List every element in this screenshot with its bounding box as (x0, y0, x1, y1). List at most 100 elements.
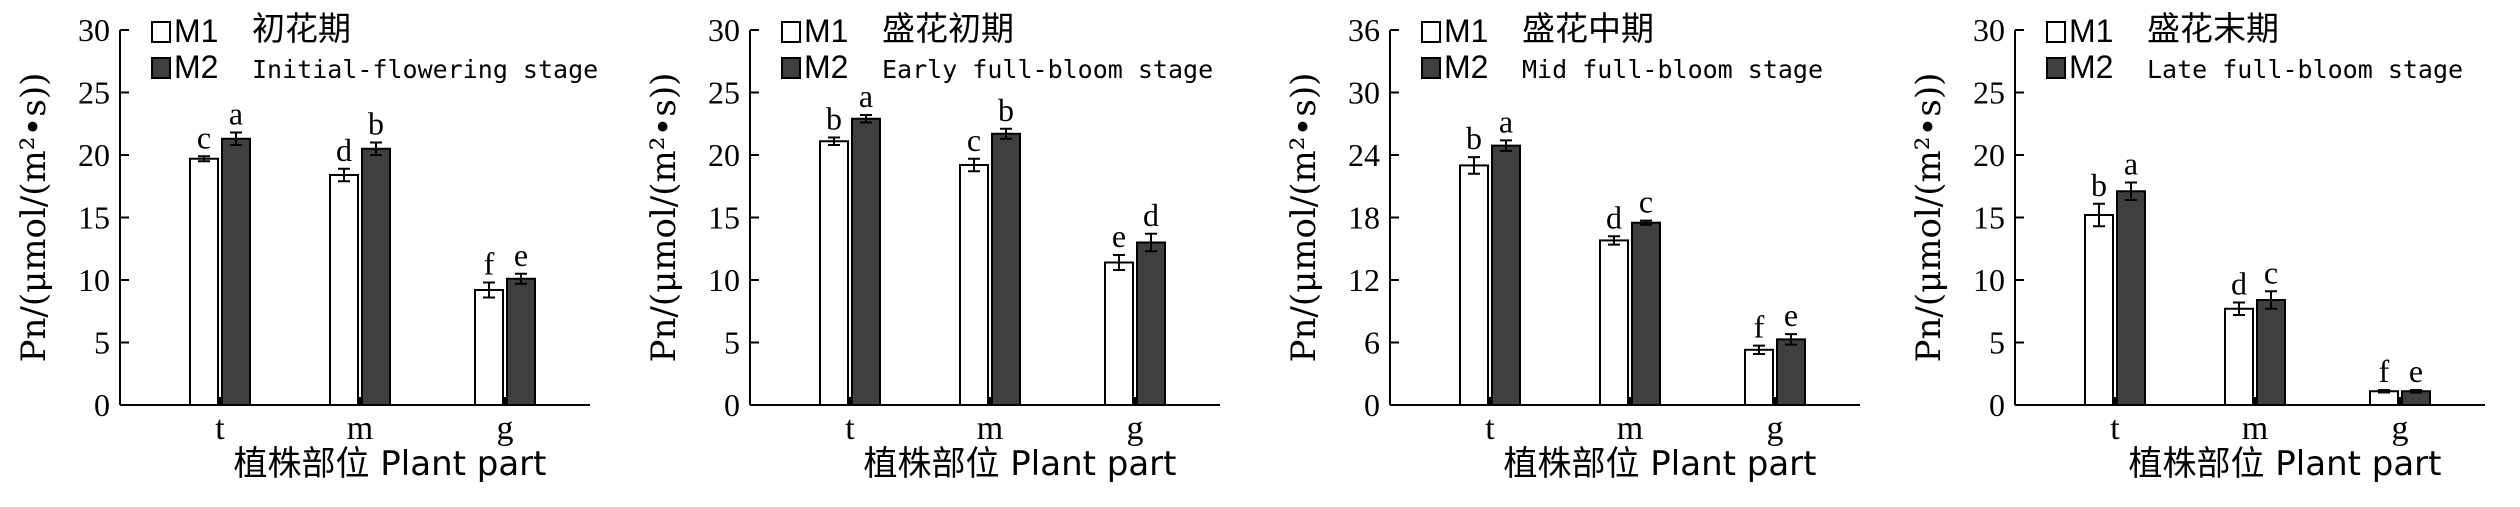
bar-m1-t (1459, 164, 1489, 406)
bar-m1-t (189, 157, 219, 406)
bar-m2-t (851, 117, 881, 406)
y-tick-label: 25 (78, 75, 110, 111)
significance-letter: d (2231, 266, 2247, 302)
x-tick-label: m (1617, 410, 1643, 447)
y-tick-label: 5 (724, 325, 740, 361)
legend-swatch-m2 (781, 57, 801, 79)
error-bar (860, 114, 872, 124)
bar-m1-g (474, 289, 504, 406)
bar-m2-t (221, 137, 251, 406)
legend-label-m1: M1 (804, 13, 848, 49)
legend-swatch-m2 (1421, 57, 1441, 79)
significance-letter: e (1784, 297, 1798, 333)
y-tick-label: 20 (708, 137, 740, 173)
error-bar (828, 136, 840, 146)
x-tick-label: t (1485, 410, 1495, 447)
y-axis-label: Pn/(μmol/(m²•s)) (644, 73, 684, 363)
x-tick-label: t (845, 410, 855, 447)
bar-m1-t (819, 140, 849, 406)
chart-svg: Pn/(μmol/(m²•s))051015202530tbamcbged植株部… (644, 9, 1220, 484)
significance-letter: e (514, 237, 528, 273)
error-bar (2265, 290, 2277, 310)
error-bar (1753, 344, 1765, 355)
stage-subtitle: Late full-bloom stage (2147, 55, 2463, 84)
error-bar (2410, 389, 2422, 394)
x-tick-label: g (1767, 410, 1784, 447)
legend-label-m1: M1 (174, 13, 218, 49)
chart-panel-1: Pn/(μmol/(m²•s)) 0 5 10 15 20 25 30 t c a m d b g f e 植株部… (0, 0, 620, 507)
y-tick-label: 0 (1989, 387, 2005, 423)
x-tick-label: t (215, 410, 225, 447)
x-axis-title: 植株部位 Plant part (863, 444, 1176, 484)
y-tick-label: 12 (1348, 262, 1380, 298)
significance-letter: b (1466, 120, 1482, 156)
x-tick-label: t (2110, 410, 2120, 447)
error-bar (2093, 202, 2105, 228)
bar-m2-m (991, 132, 1021, 406)
significance-letter: f (2379, 353, 2390, 389)
error-bar (968, 157, 980, 173)
significance-letter: b (368, 106, 384, 142)
x-tick-label: m (977, 410, 1003, 447)
y-tick-label: 24 (1348, 137, 1380, 173)
y-tick-label: 30 (1348, 75, 1380, 111)
error-bar (230, 131, 242, 146)
bar-m2-m (361, 147, 391, 406)
error-bar (338, 167, 350, 183)
chart-svg: Pn/(μmol/(m²•s)) 0 5 10 15 20 25 30 t ca m db g f e 植株部… (14, 9, 598, 484)
legend-label-m1: M1 (1444, 13, 1488, 49)
y-tick-label: 0 (1364, 387, 1380, 423)
significance-letter: d (1143, 197, 1159, 233)
significance-letter: a (859, 78, 873, 114)
y-tick-label: 0 (94, 387, 110, 423)
error-bar (1113, 254, 1125, 271)
legend-label-m2: M2 (804, 49, 848, 85)
y-tick-label: 18 (1348, 200, 1380, 236)
significance-letter: b (998, 92, 1014, 128)
error-bar (1640, 219, 1652, 226)
legend-swatch-m2 (151, 57, 171, 79)
error-bar (2233, 301, 2245, 316)
significance-letter: f (1754, 309, 1765, 345)
y-tick-label: 15 (708, 200, 740, 236)
y-tick-label: 20 (78, 137, 110, 173)
chart-panel-3: Pn/(μmol/(m²•s)) 0 6 12 18 24 30 36 t b a m d c g f e 植株部… (1270, 0, 1890, 507)
bar-m1-m (2224, 307, 2254, 406)
y-tick-label: 30 (1973, 12, 2005, 48)
error-bar (1608, 235, 1620, 246)
legend-label-m2: M2 (174, 49, 218, 85)
significance-letter: c (1639, 184, 1653, 220)
bar-m1-g (1744, 348, 1774, 406)
legend-swatch-m1 (2046, 21, 2066, 43)
y-tick-label: 15 (1973, 200, 2005, 236)
stage-subtitle: Initial-flowering stage (252, 55, 598, 84)
error-bar (483, 281, 495, 299)
bar-m2-m (1631, 221, 1661, 406)
bar-m2-m (2256, 299, 2286, 406)
x-axis-title: 植株部位 Plant part (233, 444, 546, 484)
y-tick-label: 15 (78, 200, 110, 236)
error-bar (370, 141, 382, 156)
significance-letter: a (2124, 146, 2138, 182)
bar-m1-g (1104, 261, 1134, 406)
significance-letter: c (197, 119, 211, 155)
y-tick-label: 20 (1973, 137, 2005, 173)
x-tick-label: g (2392, 410, 2409, 447)
legend-label-m2: M2 (1444, 49, 1488, 85)
error-bar (1785, 333, 1797, 346)
stage-title: 初花期 (252, 9, 351, 48)
significance-letter: b (2091, 167, 2107, 203)
legend-swatch-m1 (151, 21, 171, 43)
significance-letter: c (967, 122, 981, 158)
y-tick-label: 25 (708, 75, 740, 111)
significance-letter: e (1112, 218, 1126, 254)
chart-svg: Pn/(μmol/(m²•s)) 0 5 10 15 20 25 30 t ba m d c gf e 植株部… (1909, 9, 2485, 484)
y-axis-label: Pn/(μmol/(m²•s)) (14, 73, 54, 363)
y-tick-label: 36 (1348, 12, 1380, 48)
error-bar (198, 155, 210, 163)
error-bar (2125, 181, 2137, 201)
x-tick-label: m (347, 410, 373, 447)
error-bar (1000, 127, 1012, 140)
significance-letter: d (1606, 199, 1622, 235)
y-tick-label: 10 (708, 262, 740, 298)
